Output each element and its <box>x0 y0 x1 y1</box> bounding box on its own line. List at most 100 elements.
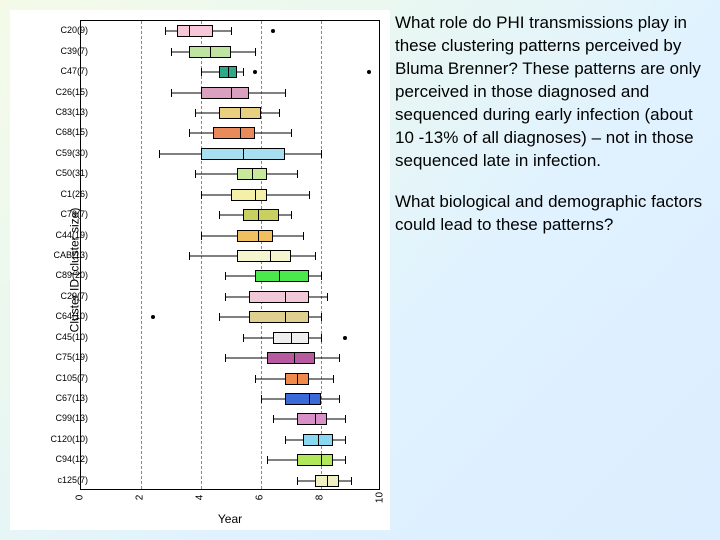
chart-panel: Cluster ID (cluster size) Year C20(9)C39… <box>10 10 390 530</box>
whisker-cap <box>243 334 244 342</box>
box <box>201 87 249 99</box>
plot-area <box>80 20 380 490</box>
whisker-cap <box>219 313 220 321</box>
y-tick-label: c125(7) <box>57 475 88 485</box>
y-tick-label: C89(20) <box>55 270 88 280</box>
y-tick-label: CAB(13) <box>53 250 88 260</box>
box <box>249 311 309 323</box>
median-line <box>231 87 232 99</box>
whisker-cap <box>261 395 262 403</box>
whisker-cap <box>159 150 160 158</box>
whisker-cap <box>195 170 196 178</box>
whisker-cap <box>321 272 322 280</box>
median-line <box>189 25 190 37</box>
whisker-cap <box>309 191 310 199</box>
x-tick-label: 8 <box>315 495 326 501</box>
whisker-cap <box>201 191 202 199</box>
y-tick-label: C83(13) <box>55 107 88 117</box>
median-line <box>309 393 310 405</box>
annotation-text: What role do PHI transmissions play in t… <box>395 12 715 254</box>
whisker-cap <box>219 211 220 219</box>
whisker-cap <box>345 436 346 444</box>
whisker-cap <box>279 109 280 117</box>
box <box>237 230 273 242</box>
whisker-cap <box>315 252 316 260</box>
y-tick-label: C64(10) <box>55 311 88 321</box>
outlier-point <box>343 336 347 340</box>
whisker-cap <box>297 477 298 485</box>
median-line <box>210 46 211 58</box>
y-tick-label: C67(13) <box>55 393 88 403</box>
whisker-cap <box>243 68 244 76</box>
whisker-cap <box>291 211 292 219</box>
y-tick-label: C79(7) <box>60 209 88 219</box>
median-line <box>255 189 256 201</box>
median-line <box>243 148 244 160</box>
paragraph-2: What biological and demographic factors … <box>395 191 715 237</box>
y-tick-label: C29(7) <box>60 291 88 301</box>
whisker-cap <box>225 354 226 362</box>
whisker-cap <box>225 293 226 301</box>
median-line <box>327 475 328 487</box>
gridline <box>141 21 142 489</box>
whisker-cap <box>255 48 256 56</box>
x-tick-label: 2 <box>135 495 146 501</box>
whisker-cap <box>303 232 304 240</box>
whisker-cap <box>267 456 268 464</box>
whisker-cap <box>171 89 172 97</box>
whisker-cap <box>189 252 190 260</box>
y-tick-label: C20(9) <box>60 25 88 35</box>
whisker-cap <box>297 170 298 178</box>
median-line <box>228 66 229 78</box>
median-line <box>285 311 286 323</box>
whisker-cap <box>285 89 286 97</box>
x-tick-label: 6 <box>255 495 266 501</box>
y-tick-label: C47(7) <box>60 66 88 76</box>
median-line <box>285 291 286 303</box>
whisker-cap <box>189 129 190 137</box>
box <box>297 454 333 466</box>
whisker-cap <box>351 477 352 485</box>
outlier-point <box>151 315 155 319</box>
y-tick-label: C99(13) <box>55 413 88 423</box>
median-line <box>315 413 316 425</box>
y-tick-label: C44(19) <box>55 230 88 240</box>
paragraph-1: What role do PHI transmissions play in t… <box>395 12 715 173</box>
whisker-cap <box>321 334 322 342</box>
box <box>237 250 291 262</box>
box <box>297 413 327 425</box>
whisker-cap <box>339 354 340 362</box>
y-tick-label: C120(10) <box>50 434 88 444</box>
median-line <box>240 107 241 119</box>
whisker-cap <box>321 150 322 158</box>
median-line <box>258 209 259 221</box>
y-tick-label: C26(15) <box>55 87 88 97</box>
median-line <box>294 352 295 364</box>
box <box>177 25 213 37</box>
y-tick-label: C94(12) <box>55 454 88 464</box>
y-tick-label: C39(7) <box>60 46 88 56</box>
x-tick-label: 10 <box>375 492 386 503</box>
median-line <box>321 454 322 466</box>
whisker-cap <box>225 272 226 280</box>
whisker-cap <box>255 375 256 383</box>
outlier-point <box>367 70 371 74</box>
median-line <box>297 373 298 385</box>
box <box>213 127 255 139</box>
whisker-cap <box>165 27 166 35</box>
box <box>231 189 267 201</box>
whisker-cap <box>201 68 202 76</box>
x-tick-label: 4 <box>195 495 206 501</box>
whisker-cap <box>339 395 340 403</box>
median-line <box>270 250 271 262</box>
whisker-cap <box>345 456 346 464</box>
box <box>267 352 315 364</box>
whisker-cap <box>285 436 286 444</box>
median-line <box>258 230 259 242</box>
whisker-cap <box>171 48 172 56</box>
box <box>255 270 309 282</box>
y-tick-label: C75(19) <box>55 352 88 362</box>
box <box>285 393 321 405</box>
x-tick-label: 0 <box>75 495 86 501</box>
median-line <box>291 332 292 344</box>
